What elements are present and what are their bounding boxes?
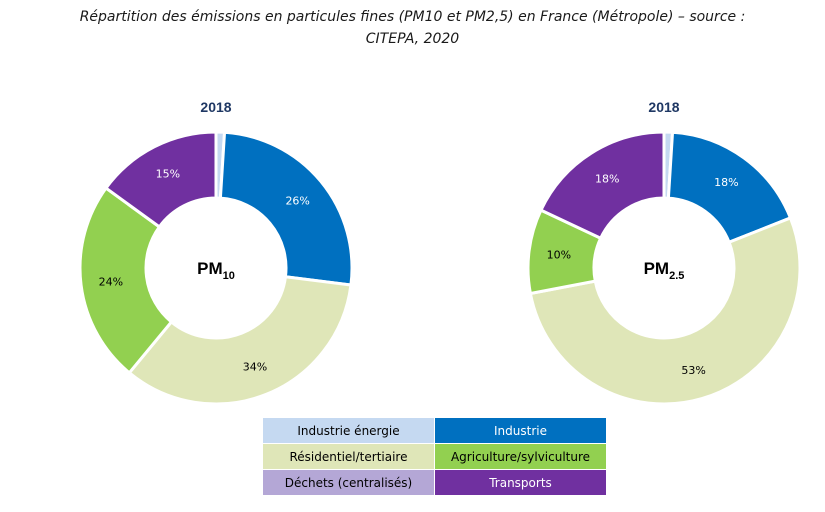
legend-item-transports: Transports xyxy=(435,470,607,496)
slice-residentiel_tertiaire xyxy=(127,275,353,406)
figure-caption: Répartition des émissions en particules … xyxy=(0,6,825,50)
caption-line-1: Répartition des émissions en particules … xyxy=(79,9,746,25)
legend-item-agriculture_sylviculture: Agriculture/sylviculture xyxy=(435,444,607,470)
chart-year-title: 2018 xyxy=(648,99,679,115)
slice-label-residentiel_tertiaire: 53% xyxy=(681,364,705,377)
legend-item-dechets_centralises: Déchets (centralisés) xyxy=(263,470,435,496)
slice-label-residentiel_tertiaire: 34% xyxy=(243,361,267,374)
slice-label-agriculture_sylviculture: 10% xyxy=(547,249,571,262)
center-label: PM2.5 xyxy=(644,259,685,282)
legend-item-industrie_energie: Industrie énergie xyxy=(263,418,435,444)
slice-label-transports: 15% xyxy=(156,168,180,181)
slice-label-transports: 18% xyxy=(595,173,619,186)
center-label: PM10 xyxy=(197,259,235,282)
slice-transports xyxy=(538,130,666,241)
slice-label-industrie: 26% xyxy=(285,194,309,207)
slice-industrie xyxy=(218,130,354,287)
chart-legend: Industrie énergie Industrie Résidentiel/te… xyxy=(263,418,607,496)
slice-label-agriculture_sylviculture: 24% xyxy=(99,275,123,288)
caption-line-2: CITEPA, 2020 xyxy=(365,31,460,47)
slice-label-industrie: 18% xyxy=(714,176,738,189)
chart-year-title: 2018 xyxy=(200,99,231,115)
legend-item-industrie: Industrie xyxy=(435,418,607,444)
slice-transports xyxy=(103,130,218,229)
legend-item-residentiel_tertiaire: Résidentiel/tertiaire xyxy=(263,444,435,470)
slice-residentiel_tertiaire xyxy=(528,215,802,406)
slice-agriculture_sylviculture xyxy=(78,185,174,375)
